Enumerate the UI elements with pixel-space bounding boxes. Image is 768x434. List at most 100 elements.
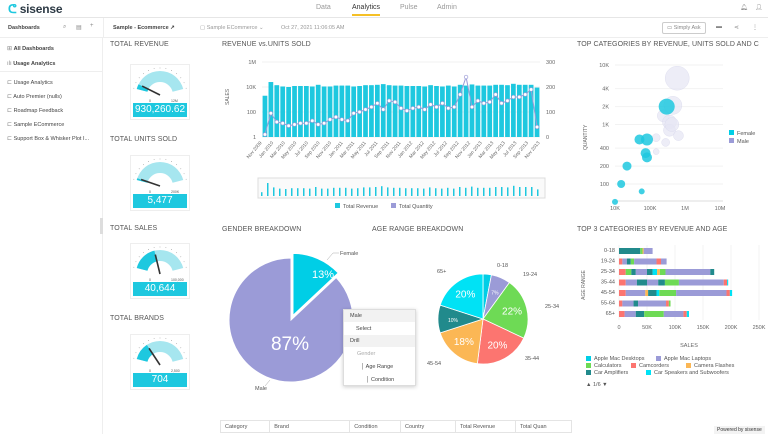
scatter-chart[interactable]: QUANTITY 10K 4K 2K 1K 400 200 100 10K 100K 1M 10M Fe… <box>575 55 768 220</box>
gauge-tick <box>185 357 187 359</box>
search-icon[interactable]: ⌕ <box>63 24 67 30</box>
x-tick: 150K <box>697 325 710 331</box>
gauge-title: TOTAL REVENUE <box>110 41 169 48</box>
stack-segment <box>727 279 729 286</box>
y-tick: 35-44 <box>601 280 615 286</box>
legend-swatch <box>586 363 591 369</box>
sidebar-item-all-dashboards[interactable]: ⊞ All Dashboards <box>7 45 54 52</box>
age-label: 25-34 <box>545 304 559 310</box>
sidebar-item-label: Usage Analytics <box>13 80 53 86</box>
menu-item-condition[interactable]: │ Condition <box>366 377 395 383</box>
sidebar-item-label: Sample ECommerce <box>13 122 65 128</box>
x-tick: 100K <box>669 325 682 331</box>
revenue-bar <box>487 85 493 137</box>
datasource-selector[interactable]: ▢ Sample ECommerce ⌄ <box>200 25 264 31</box>
female-bubble <box>638 188 645 195</box>
gauge-band <box>136 162 184 183</box>
age-pie[interactable]: 0-18 7% 19-24 22% 25-34 20% 35-44 18% 45-54 10% 20… <box>415 255 565 385</box>
dashboard-icon: ⊏ <box>7 136 13 142</box>
gauge-widget[interactable]: 0 200K 5,477 <box>130 155 190 211</box>
legend-pager[interactable]: ▲ 1/6 ▼ <box>586 382 608 388</box>
user-icon[interactable]: 👤︎ <box>755 5 763 11</box>
col-country[interactable]: Country <box>399 420 456 433</box>
legend-item[interactable]: Camcorders <box>631 363 669 369</box>
top-nav-bar: ᕦ sisense Data Analytics Pulse Admin 🔔︎ … <box>0 0 768 18</box>
gauge-tick <box>171 161 172 162</box>
navigator-bar <box>501 187 503 196</box>
legend-item[interactable]: Car Amplifiers <box>586 370 628 376</box>
menu-item-select[interactable]: Select <box>356 326 372 332</box>
share-icon[interactable]: ⋖ <box>734 25 740 31</box>
legend-item[interactable]: Apple Mac Desktops <box>586 356 644 362</box>
gauge-needle <box>154 254 161 275</box>
gauge-widget[interactable]: 0 100,000 40,644 <box>130 243 190 299</box>
navigator-bar <box>459 187 461 196</box>
gauge-widget[interactable]: 0 12M 930,260.62 <box>130 64 190 120</box>
menu-item-gender: Gender <box>357 351 376 357</box>
navigator-bar <box>465 187 467 196</box>
col-category[interactable]: Category <box>219 420 271 433</box>
nav-pulse[interactable]: Pulse <box>400 4 418 11</box>
revenue-bar <box>345 85 351 137</box>
navigator-bar <box>381 186 383 196</box>
nav-data[interactable]: Data <box>316 4 331 11</box>
sidebar-item-support-box[interactable]: ⊏ Support Box & Whisker Plot I... <box>7 135 89 142</box>
sidebar-folder-usage-analytics[interactable]: ılı Usage Analytics <box>7 61 56 67</box>
navigator-bar <box>279 188 281 196</box>
quantity-point <box>422 107 427 112</box>
col-brand[interactable]: Brand <box>269 420 351 433</box>
gauge-widget[interactable]: 0 2,500 704 <box>130 334 190 390</box>
legend-item[interactable]: Calculators <box>586 363 622 369</box>
gauge-tick <box>133 266 135 268</box>
gauge-tick <box>183 352 185 354</box>
navigator-bar <box>261 192 263 196</box>
col-total-quantity[interactable]: Total Quan <box>514 420 573 433</box>
quantity-point <box>505 98 510 103</box>
navigator-bar <box>351 188 353 196</box>
col-total-revenue[interactable]: Total Revenue <box>454 420 516 433</box>
legend-swatch <box>631 363 636 369</box>
navigator-bar <box>513 185 515 196</box>
legend-item[interactable]: Car Speakers and Subwoofers <box>646 370 729 376</box>
simply-ask-button[interactable]: ▭ Simply Ask <box>662 22 706 34</box>
quantity-point <box>434 104 439 110</box>
top3-bar-chart[interactable]: AGE RANGE 0 50K 100K 150K 200K 250K SALES 0-18 19… <box>575 240 768 355</box>
y-tick: 55-64 <box>601 301 615 307</box>
sidebar-item-label: All Dashboards <box>13 46 54 52</box>
add-icon[interactable]: + <box>90 23 94 29</box>
gender-pie[interactable]: 13% 87% Female Male <box>215 240 375 400</box>
sisense-logo[interactable]: ᕦ sisense <box>8 2 63 16</box>
legend-item[interactable]: Apple Mac Laptops <box>656 356 711 362</box>
menu-item-drill[interactable]: Drill <box>344 335 415 347</box>
nav-admin[interactable]: Admin <box>437 4 457 11</box>
sidebar-item-roadmap-feedback[interactable]: ⊏ Roadmap Feedback <box>7 107 63 114</box>
gauge-tick <box>165 338 167 340</box>
legend-item[interactable]: Camera Flashes <box>686 363 734 369</box>
widget-icon[interactable]: ▬ <box>716 24 722 30</box>
y-tick: 10K <box>599 63 609 69</box>
navigator-bar <box>357 188 359 196</box>
legend-swatch-quantity <box>391 203 396 208</box>
bell-icon[interactable]: 🔔︎ <box>740 5 748 11</box>
menu-item-age-range[interactable]: │ Age Range <box>361 364 394 370</box>
col-condition[interactable]: Condition <box>349 420 401 433</box>
gauge-tick <box>135 261 137 263</box>
y-tick: 1K <box>602 123 609 129</box>
nav-analytics[interactable]: Analytics <box>352 4 381 16</box>
new-folder-icon[interactable]: ▤ <box>76 25 82 31</box>
quantity-point <box>333 114 339 120</box>
sidebar-resize-handle[interactable] <box>100 218 103 234</box>
legend-label: Car Speakers and Subwoofers <box>654 370 729 376</box>
gauge-tick <box>171 340 172 341</box>
stack-segment <box>619 279 626 286</box>
sidebar-item-auto-premier[interactable]: ⊏ Auto Premier (nulls) <box>7 93 62 100</box>
gauge-tick <box>180 77 182 79</box>
sidebar-item-usage-analytics[interactable]: ⊏ Usage Analytics <box>7 79 53 86</box>
dashboard-title[interactable]: Sample - Ecommerce ↗ <box>113 25 175 31</box>
top3-title: TOP 3 CATEGORIES BY REVENUE AND AGE <box>577 226 728 233</box>
sidebar-item-sample-ecommerce[interactable]: ⊏ Sample ECommerce <box>7 121 64 128</box>
quantity-point <box>327 117 333 122</box>
more-icon[interactable]: ⋮ <box>752 25 758 31</box>
gauge-tick <box>165 68 167 70</box>
